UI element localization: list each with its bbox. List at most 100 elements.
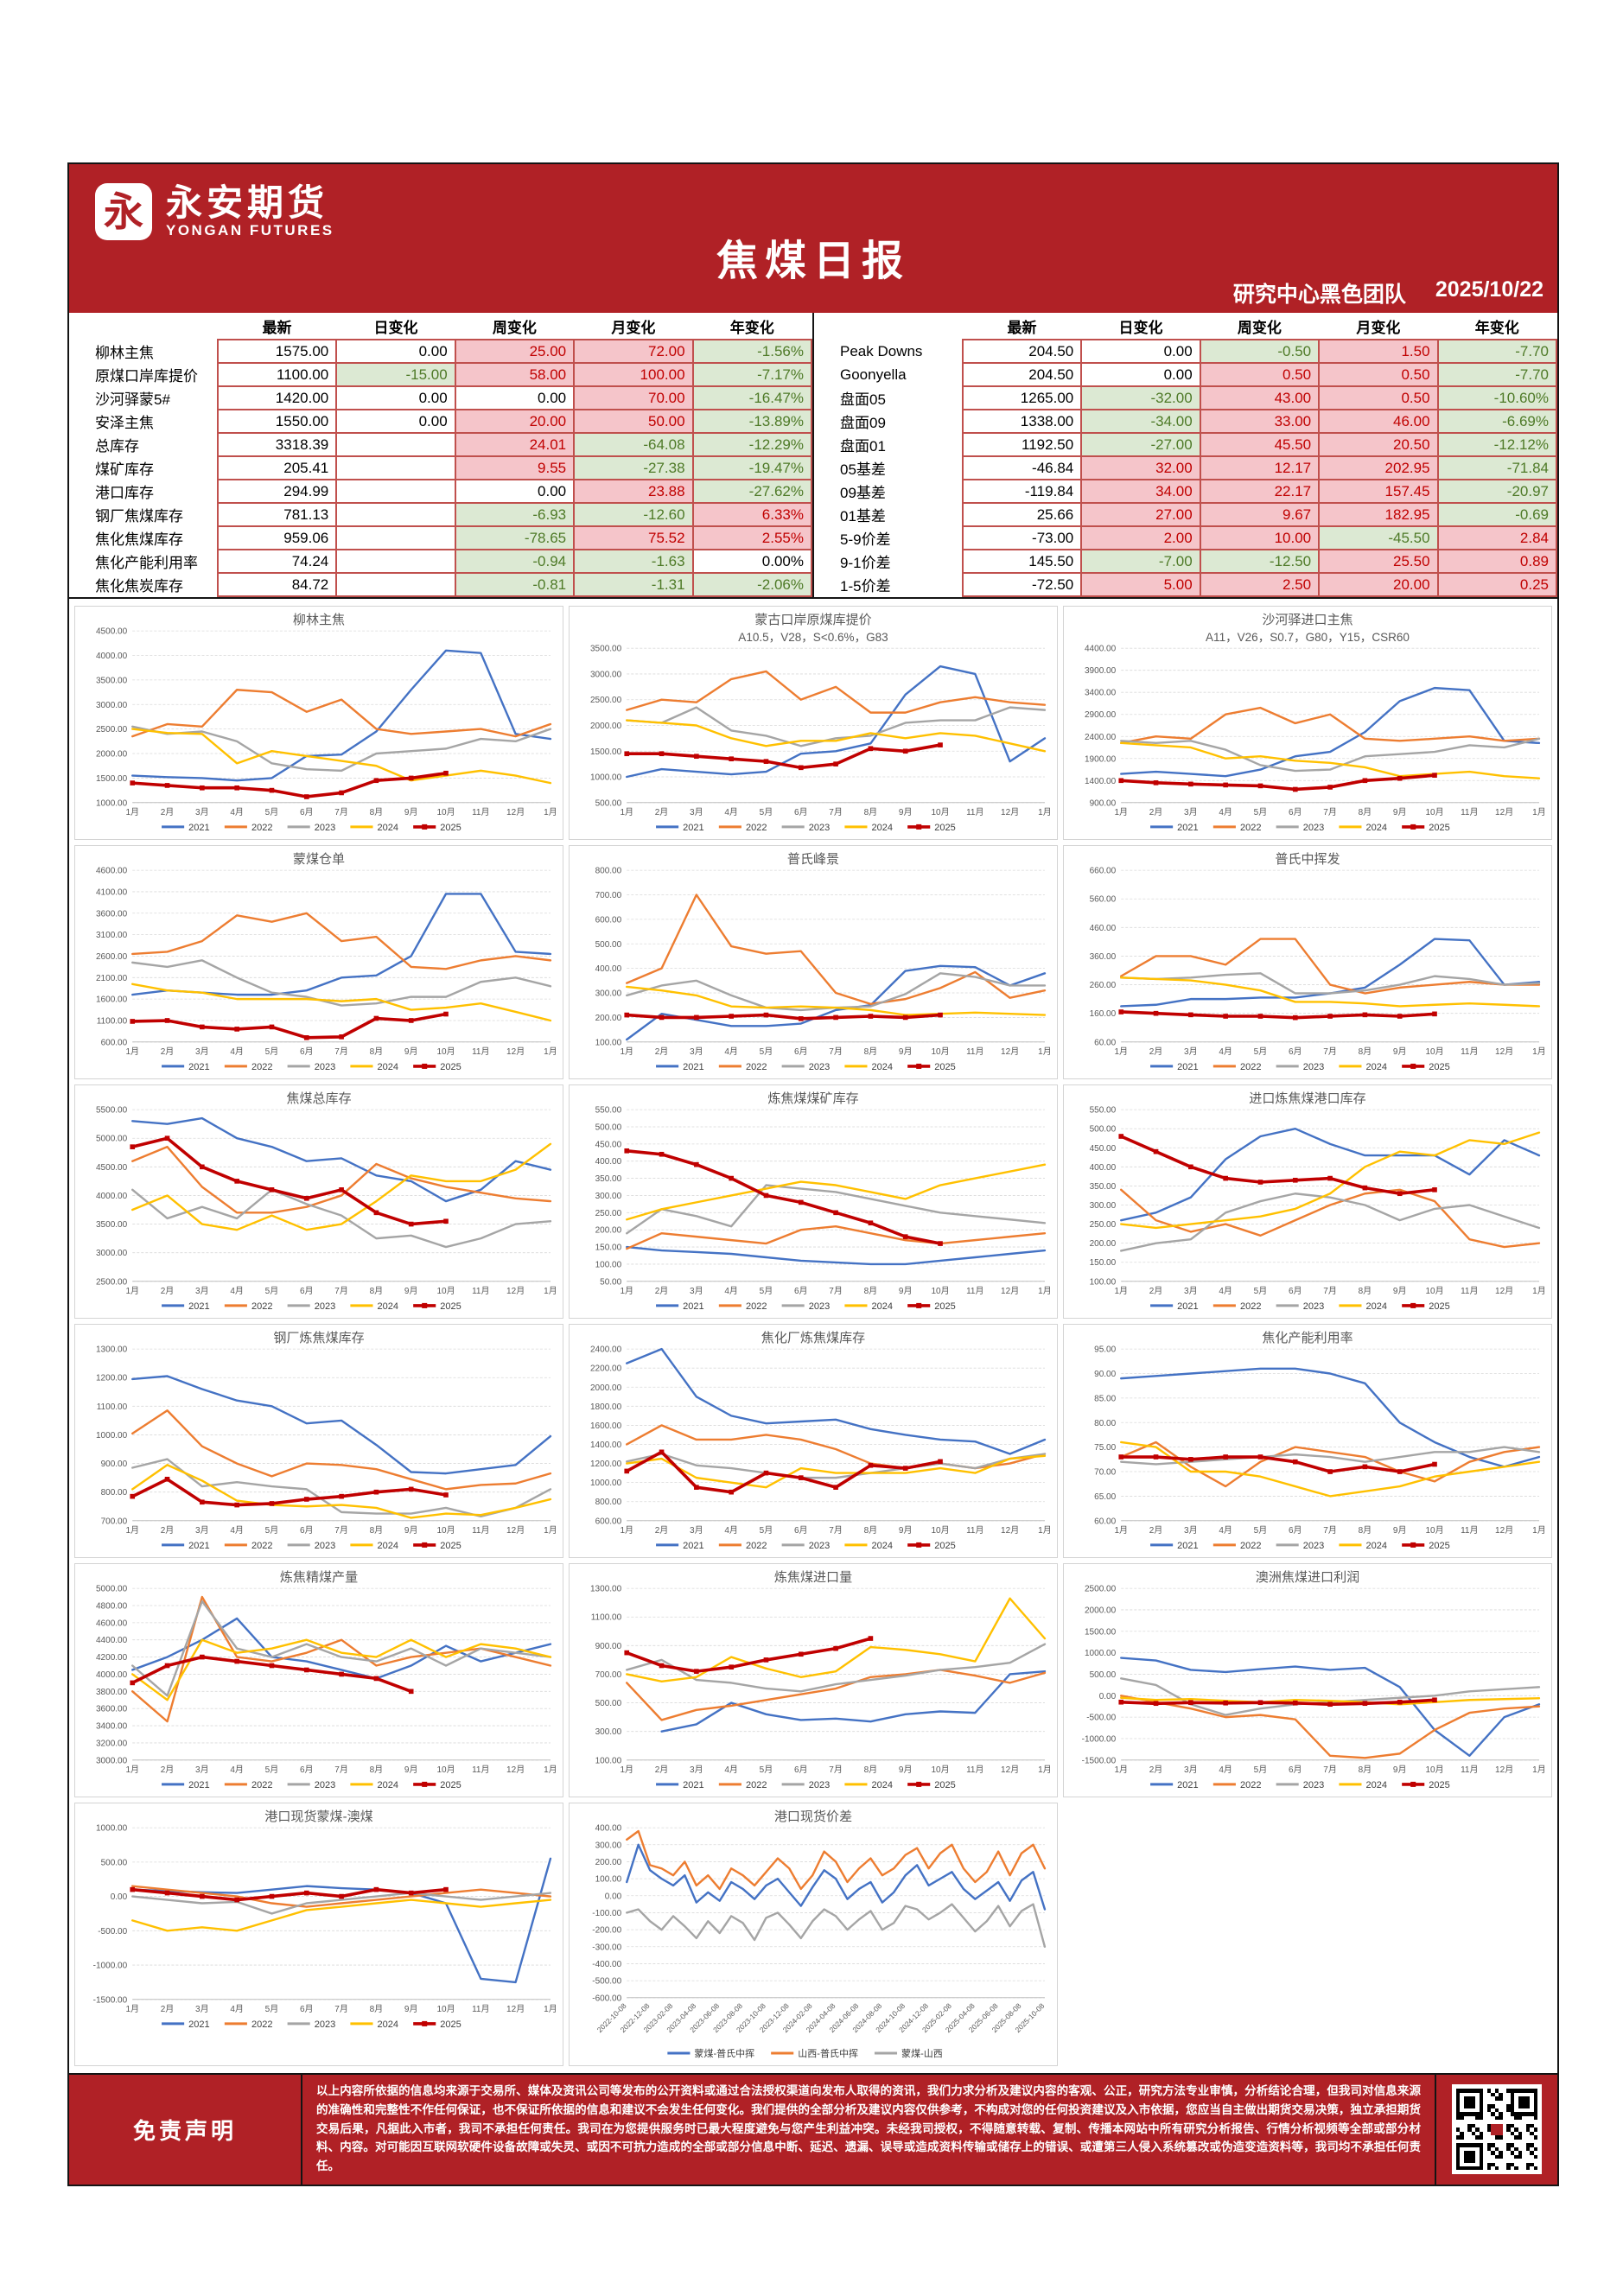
qr-module [1471,2131,1476,2136]
legend-label: 2021 [683,1541,704,1551]
legend-label: 2023 [809,823,831,833]
qr-module [1479,2108,1484,2113]
x-tick-label: 7月 [829,1046,843,1057]
x-tick-label: 4月 [1219,1525,1232,1536]
y-tick-label: 4500.00 [96,627,128,637]
x-tick-label: 10月 [931,807,949,817]
legend-label: 2025 [440,1301,461,1312]
legend-label: 2024 [1365,1780,1387,1790]
qr-module [1471,2166,1476,2171]
qr-module [1514,2089,1518,2093]
qr-module [1471,2104,1476,2108]
x-tick-label: 7月 [334,2004,348,2014]
qr-module [1479,2154,1484,2159]
chart-title: 焦化产能利用率 [1262,1331,1352,1345]
x-tick-label: 1月 [1114,807,1128,817]
value-cell: 58.00 [454,362,576,387]
y-tick-label: 400.00 [595,964,622,974]
x-tick-label: 4月 [724,807,738,817]
legend-label: 2023 [315,1541,336,1551]
x-tick-label: 5月 [1254,1046,1268,1057]
x-tick-label: 2月 [655,1765,669,1775]
y-tick-label: 360.00 [1090,952,1117,962]
qr-module [1518,2135,1523,2140]
legend-item: 2021 [1150,1780,1199,1790]
legend-item: 2022 [224,823,272,833]
qr-module [1460,2135,1464,2140]
legend-item: 2023 [287,1062,335,1072]
col-header: 周变化 [492,320,537,336]
table-row: 01基差 25.66 27.00 9.67 182.95 -0.69 [814,502,1558,527]
x-tick-label: 11月 [1461,807,1478,817]
x-tick-label: 1月 [125,1765,139,1775]
legend-item: 2022 [1212,1780,1261,1790]
qr-module [1514,2154,1518,2159]
qr-module [1518,2100,1523,2105]
y-tick-label: -500.00 [592,1976,621,1986]
x-tick-label: 2月 [655,1525,669,1536]
chart-panel: 焦化厂炼焦煤库存 600.00 800.00 1000.00 1200.00 1400.0… [569,1323,1058,1558]
value-cell: 20.00 [1318,572,1439,597]
qr-module [1506,2166,1511,2171]
x-tick-label: 1月 [1532,1046,1546,1057]
value-cell: -2.06% [691,572,813,597]
value-cell: 1338.00 [961,409,1083,434]
qr-module [1467,2151,1472,2155]
disclaimer-bar: 免责声明 以上内容所依据的信息均来源于交易所、媒体及资讯公司等发布的公开资料或通… [69,2072,1557,2185]
y-tick-label: 0.00 [111,1892,128,1902]
x-tick-label: 5月 [1254,1286,1268,1296]
y-tick-label: 60.00 [1094,1517,1116,1526]
qr-module [1463,2159,1468,2163]
y-tick-label: 160.00 [1090,1009,1117,1019]
qr-module [1467,2166,1472,2171]
y-tick-label: 2100.00 [96,974,128,983]
row-label: 09基差 [840,485,886,501]
qr-module [1533,2135,1537,2140]
x-tick-label: 1月 [544,807,557,817]
value-cell: -12.50 [1199,549,1321,574]
table-row: 总库存 3318.39 24.01 -64.08 -12.29% [69,432,813,457]
y-tick-label: 200.00 [595,1014,622,1023]
x-tick-label: 8月 [1359,1525,1372,1536]
col-header-blank [69,313,218,340]
legend-label: 2022 [746,823,767,833]
legend-label: 2025 [1429,1301,1450,1312]
x-tick-label: 4月 [230,1765,244,1775]
legend-item: 2022 [718,823,767,833]
team-name: 研究中心黑色团队 [1232,283,1406,307]
x-tick-label: 3月 [690,1046,703,1057]
qr-module [1479,2112,1484,2116]
y-tick-label: 4400.00 [1085,645,1117,654]
value-cell: 34.00 [1080,479,1201,504]
y-tick-label: 3600.00 [96,1705,128,1714]
legend-label: 2022 [251,1541,273,1551]
legend-item: 2022 [718,1541,767,1551]
y-tick-label: 3000.00 [590,670,622,679]
value-cell: 0.25 [1436,572,1558,597]
x-tick-label: 6月 [794,807,808,817]
qr-module [1525,2127,1531,2132]
x-tick-label: 1月 [1114,1286,1128,1296]
x-tick-label: 7月 [1323,1525,1337,1536]
x-tick-label: 9月 [404,1525,418,1536]
y-tick-label: -500.00 [98,1927,127,1937]
qr-module [1486,2089,1492,2093]
qr-module [1522,2096,1526,2101]
x-tick-label: 8月 [1359,807,1372,817]
x-tick-label: 8月 [370,1525,384,1536]
chart-panel: 炼焦精煤产量 3000.00 3200.00 3400.00 3600.00 3800.0… [74,1562,563,1797]
legend-item: 2022 [1212,1062,1261,1072]
legend-item: 2025 [1402,1062,1450,1072]
qr-module [1522,2089,1526,2093]
legend-label: 2022 [251,2019,273,2030]
value-cell: -46.84 [961,455,1083,480]
legend-item: 2021 [656,1541,704,1551]
y-tick-label: 150.00 [595,1243,622,1252]
value-cell: -71.84 [1436,455,1558,480]
y-tick-label: 4500.00 [96,1163,128,1173]
table-row: 盘面01 1192.50 -27.00 45.50 20.50 -12.12% [814,432,1558,457]
y-tick-label: 600.00 [595,915,622,925]
qr-module [1499,2131,1503,2136]
value-cell: 20.00 [454,409,576,434]
x-tick-label: 11月 [1461,1765,1478,1775]
